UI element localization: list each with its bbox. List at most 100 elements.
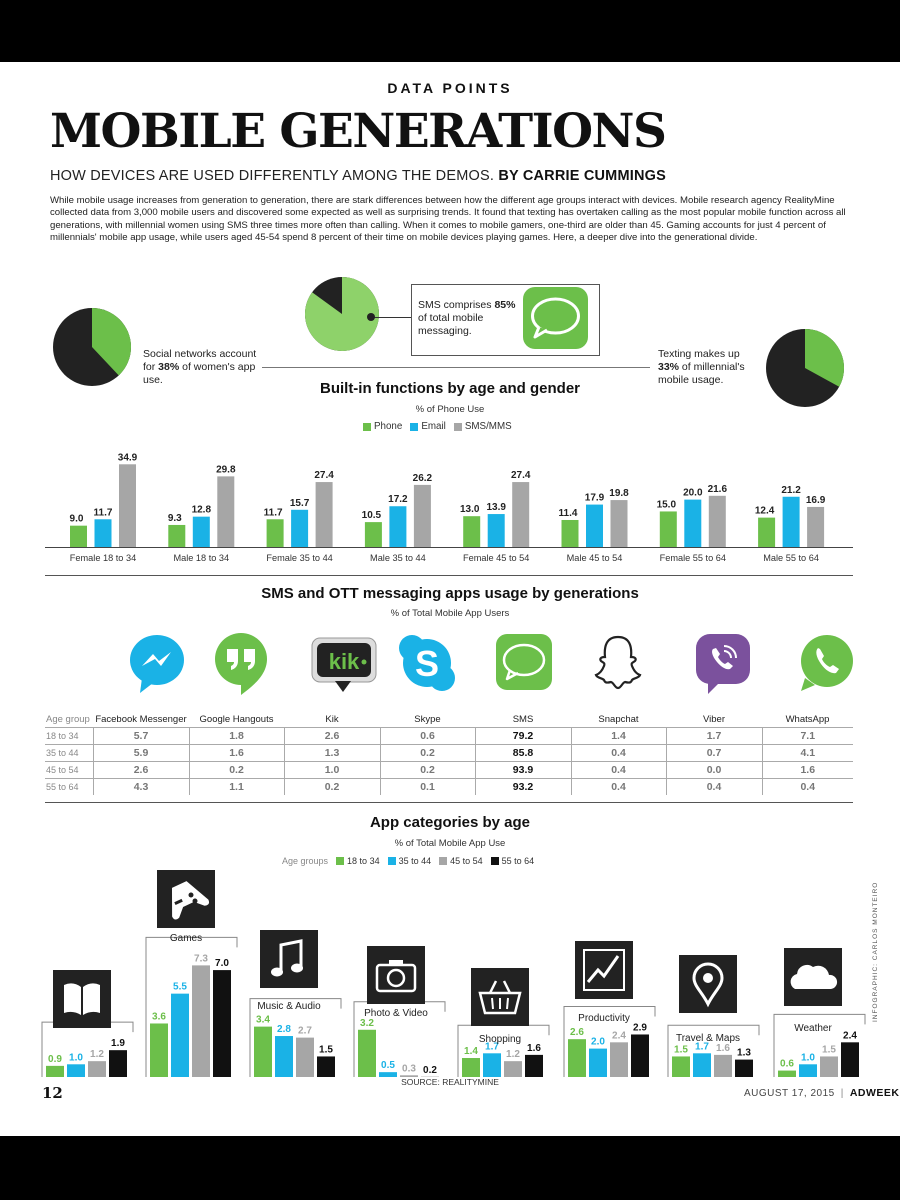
data-label: 15.7 [290, 498, 310, 509]
bar [714, 1054, 732, 1077]
data-label: 29.8 [216, 464, 236, 475]
bar [487, 514, 505, 547]
bar [275, 1036, 293, 1077]
page-number: 12 [42, 1084, 63, 1102]
bar [462, 1058, 480, 1077]
data-label: 2.4 [612, 1030, 626, 1041]
map-pin-icon [679, 955, 737, 1013]
legend-item-email: Email [410, 421, 446, 432]
data-label: 1.9 [111, 1038, 125, 1049]
cloud-icon [784, 948, 842, 1006]
bar [631, 1034, 649, 1077]
table-cell: 1.6 [188, 743, 284, 761]
table-cell: 0.0 [665, 760, 762, 778]
data-label: 13.9 [486, 502, 506, 513]
legend-label: 45 to 54 [450, 856, 483, 866]
texting-pie-chart [766, 329, 844, 407]
chart1-title: Built-in functions by age and gender [319, 380, 580, 397]
category-label: Male 55 to 64 [763, 553, 819, 563]
legend-label: Email [421, 421, 446, 432]
legend-swatch [387, 857, 396, 865]
table-cell: 0.4 [570, 777, 666, 795]
category-group: 0.6 1.0 1.5 2.4 Weather [773, 948, 866, 1077]
bar [315, 482, 333, 547]
bar [213, 970, 231, 1077]
col-header: Google Hangouts [199, 713, 274, 725]
table-cell: 1.7 [665, 726, 762, 744]
table-cell: 7.1 [761, 726, 853, 744]
table-cell: 0.4 [570, 743, 666, 761]
bar [70, 525, 87, 547]
chart1-legend: Phone Email SMS/MMS [363, 421, 512, 432]
bar [610, 1042, 628, 1077]
bar [109, 1050, 127, 1077]
divider: | [840, 1087, 844, 1099]
chart2-title: SMS and OTT messaging apps usage by gene… [261, 585, 639, 602]
whatsapp-icon [801, 635, 853, 691]
bar [672, 1056, 690, 1077]
category-group: 1.5 1.7 1.6 1.3 Travel & Maps [667, 955, 760, 1077]
data-label: 11.4 [559, 508, 578, 519]
bar [568, 1039, 586, 1077]
social-pie-chart [53, 308, 131, 386]
table-cell: 79.2 [474, 726, 571, 744]
legend-swatch [490, 857, 499, 865]
facebook-messenger-icon [130, 635, 184, 693]
bar [512, 482, 530, 547]
bar [94, 519, 112, 547]
deck-text: HOW DEVICES ARE USED DIFFERENTLY AMONG T… [50, 168, 495, 184]
pie-slice-social [92, 308, 131, 376]
social-callout-post: of women's app use. [143, 361, 256, 386]
texting-callout-value: 33% [658, 361, 680, 373]
callout-connector [372, 317, 412, 318]
data-label: 9.3 [168, 513, 182, 524]
bar [317, 1056, 335, 1077]
table-cell: 0.4 [665, 777, 762, 795]
bar [693, 1053, 711, 1077]
messaging-table-wrap: Age group Facebook Messenger Google Hang… [45, 699, 853, 795]
table-cell: 1.3 [283, 743, 380, 761]
bar [841, 1042, 859, 1077]
table-cell: 0.4 [761, 777, 853, 795]
sms-callout-box [411, 284, 600, 356]
data-label: 0.5 [381, 1060, 395, 1071]
bar [525, 1054, 543, 1077]
data-label: 2.6 [570, 1027, 584, 1038]
bar [758, 517, 776, 547]
section-rule [45, 575, 853, 576]
pie-slice-sms [305, 277, 379, 351]
data-label: 16.9 [806, 495, 826, 506]
col-header: Viber [702, 713, 725, 725]
data-label: 1.0 [801, 1052, 815, 1063]
table-cell: 4.1 [761, 743, 853, 761]
data-label: 11.7 [264, 507, 283, 518]
col-header: Skype [414, 713, 441, 725]
data-label: 0.3 [402, 1063, 416, 1074]
data-label: 9.0 [70, 514, 84, 525]
data-label: 1.6 [527, 1043, 541, 1054]
data-label: 17.9 [585, 493, 605, 504]
built-in-functions-bar-chart: 9.0 11.7 34.9 Female 18 to 34 9.3 12.8 29.8 Mal… [45, 452, 853, 563]
bar [67, 1064, 85, 1077]
legend-label: 55 to 64 [501, 856, 535, 866]
bar [778, 1070, 796, 1077]
data-label: 0.6 [780, 1059, 794, 1070]
table-cell: 1.4 [570, 726, 666, 744]
page: DATA POINTS MOBILE GENERATIONS HOW DEVIC… [0, 62, 900, 1136]
legend-item: 55 to 64 [490, 856, 535, 866]
bar [291, 509, 309, 547]
legend-item: 18 to 34 [336, 856, 380, 866]
data-label: 1.5 [319, 1044, 333, 1055]
table-cell: 0.2 [188, 760, 284, 778]
data-label: 7.0 [215, 958, 229, 969]
category-label: Travel & Maps [676, 1033, 740, 1044]
category-label: Games [170, 933, 202, 944]
table-cell: 2.6 [283, 726, 380, 744]
bar [217, 476, 235, 547]
bar [171, 993, 189, 1077]
snapchat-icon [594, 635, 642, 690]
category-bracket [249, 998, 342, 1077]
data-label: 26.2 [413, 473, 433, 484]
data-label: 21.2 [781, 485, 801, 496]
